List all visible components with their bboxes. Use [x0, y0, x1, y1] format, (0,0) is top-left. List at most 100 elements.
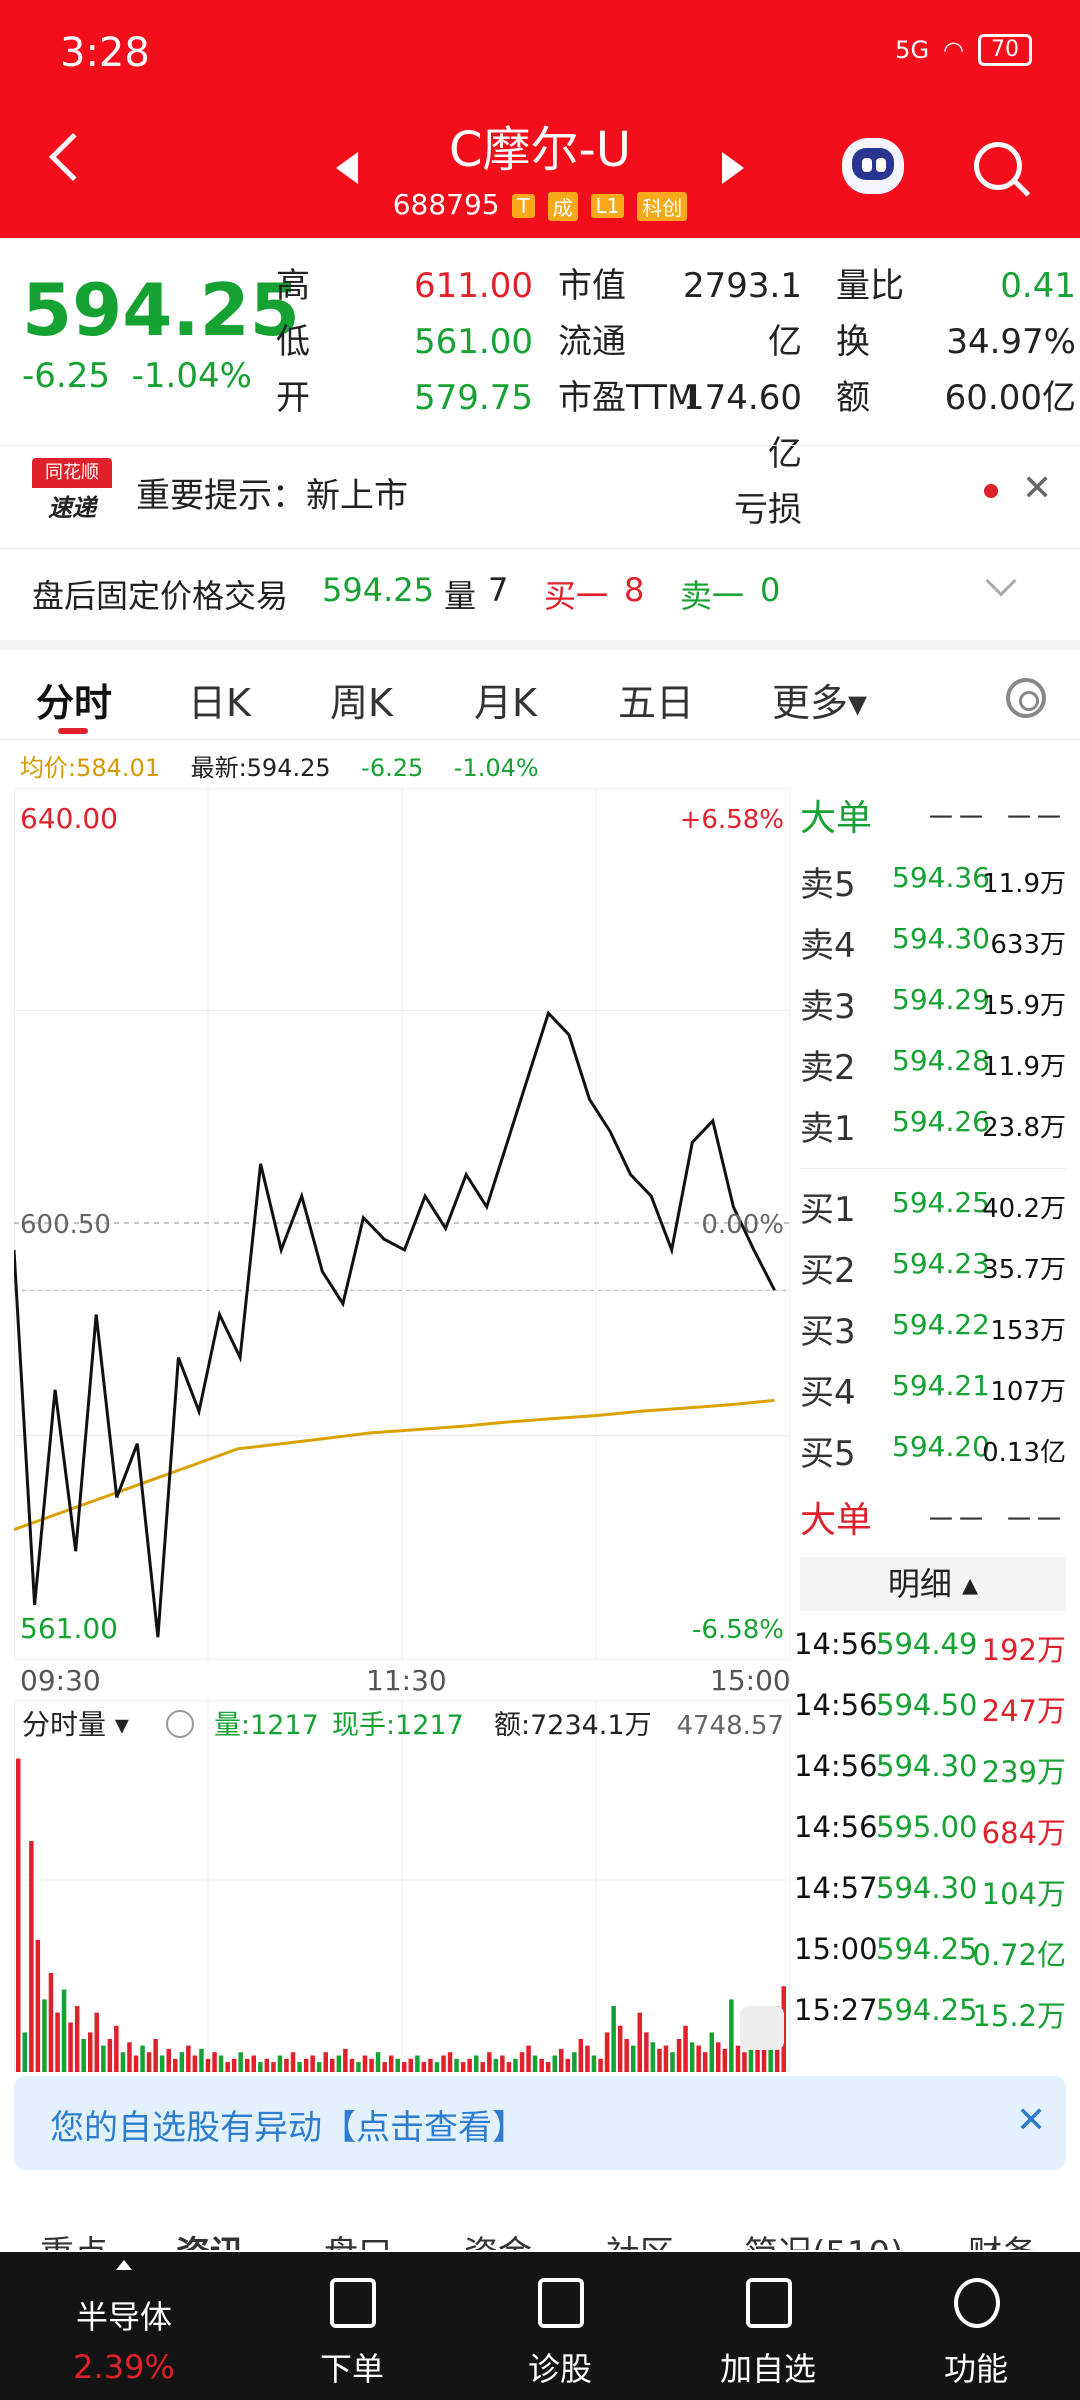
ask-volume: 11.9万 — [982, 1052, 1066, 1082]
volume-bar — [114, 2025, 119, 2072]
volume-bar — [140, 2045, 145, 2072]
volume-bar — [474, 2055, 479, 2072]
bid-row[interactable]: 买4 594.21 107万 — [800, 1365, 1066, 1425]
chart-settings-icon[interactable] — [1006, 678, 1046, 718]
latest-price: 最新:594.25 — [190, 754, 331, 782]
bottom-navigation: 半导体 2.39% 下单 诊股 加自选 功能 — [0, 2252, 1080, 2400]
volume-bar — [415, 2055, 420, 2072]
ask-row[interactable]: 卖4 594.30 633万 — [800, 918, 1066, 978]
bid-price: 594.20 — [892, 1430, 990, 1463]
volume-bar — [238, 2052, 243, 2072]
tab-daily-k[interactable]: 日K — [188, 681, 251, 725]
tab-intraday[interactable]: 分时 — [36, 681, 113, 725]
trade-tick-row: 15:00 594.25 0.72亿 — [794, 1932, 1066, 1992]
prev-stock-icon[interactable] — [336, 152, 358, 184]
label-volratio: 量比 — [836, 266, 904, 306]
volume-bar — [231, 2058, 237, 2072]
volume-bar — [16, 1758, 21, 2072]
bid-row[interactable]: 买3 594.22 153万 — [800, 1304, 1066, 1364]
volume-bar — [493, 2058, 499, 2072]
tab-weekly-k[interactable]: 周K — [330, 681, 393, 725]
tab2-shequ[interactable]: 社区 — [606, 2226, 674, 2250]
nav-add-watch[interactable]: 加自选 — [688, 2252, 848, 2400]
watchlist-alert-banner[interactable]: 您的自选股有异动【点击查看】 ✕ — [14, 2076, 1066, 2170]
ask-row[interactable]: 卖5 594.36 11.9万 — [800, 857, 1066, 917]
next-stock-icon[interactable] — [722, 152, 744, 184]
volume-bar — [310, 2055, 315, 2072]
latest-pct: -1.04% — [453, 754, 539, 782]
search-icon[interactable] — [974, 142, 1022, 190]
trade-tick-row: 15:27 594.25 15.2万 — [794, 1993, 1066, 2053]
nav-diagnose[interactable]: 诊股 — [480, 2252, 640, 2400]
ask-price: 594.26 — [892, 1105, 990, 1138]
bid-row[interactable]: 买2 594.23 35.7万 — [800, 1243, 1066, 1303]
volume-chart-svg: 分时量 ▾ 量:1217 现手:1217 额:7234.1万 4748.57 — [13, 1699, 791, 2073]
volume-bar — [454, 2058, 459, 2072]
label-float: 流通 — [558, 322, 626, 362]
ask-row[interactable]: 卖2 594.28 11.9万 — [800, 1040, 1066, 1100]
value-volratio: 0.41 — [1000, 266, 1076, 306]
ask-label: 卖1 — [800, 1109, 856, 1149]
help-icon — [166, 1710, 194, 1738]
afterhours-vol-label: 量 — [444, 577, 477, 615]
afterhours-row[interactable]: 盘后固定价格交易 594.25 量 7 买一 8 卖一 0 — [0, 548, 1080, 638]
trade-tick-row: 14:57 594.30 104万 — [794, 1871, 1066, 1931]
last-price: 594.25 — [22, 268, 300, 352]
notice-close-icon[interactable]: ✕ — [1022, 468, 1053, 509]
volume-chart[interactable]: 分时量 ▾ 量:1217 现手:1217 额:7234.1万 4748.57 — [13, 1699, 791, 2073]
volume-bar — [68, 2022, 73, 2072]
dadan-sell-header-dash2: －－ — [1004, 801, 1064, 836]
volume-bar — [356, 2062, 361, 2072]
intraday-chart[interactable]: 640.00 +6.58% 600.50 0.00% 561.00 -6.58% — [12, 787, 791, 1661]
price-chart-svg: 640.00 +6.58% 600.50 0.00% 561.00 -6.58% — [12, 787, 791, 1661]
dadan-buy-header-dash2: －－ — [1004, 1503, 1064, 1538]
volume-bar — [323, 2052, 328, 2072]
detail-toggle[interactable]: 明细 ▴ — [800, 1557, 1066, 1611]
ask-price: 594.30 — [892, 922, 990, 955]
volume-bar — [421, 2062, 427, 2072]
tick-time: 14:56 — [794, 1810, 878, 1844]
tab-monthly-k[interactable]: 月K — [474, 681, 537, 725]
book-divider — [800, 1168, 1066, 1169]
tab-more[interactable]: 更多▾ — [772, 681, 868, 725]
volume-bar — [702, 2052, 708, 2072]
notice-text: 重要提示：新上市 — [136, 476, 408, 516]
sector-indicator[interactable]: 半导体 2.39% — [44, 2252, 204, 2400]
nav-diagnose-label: 诊股 — [527, 2350, 592, 2388]
volume-bar — [166, 2048, 171, 2072]
volume-bar — [604, 2032, 610, 2072]
volume-bar — [35, 1940, 41, 2072]
volume-bar — [611, 2006, 616, 2072]
y-top-price: 640.00 — [20, 802, 118, 835]
tick-price: 594.25 — [876, 1993, 978, 2027]
tab2-jiankuang[interactable]: 简况(510) — [744, 2226, 903, 2250]
volume-bar — [264, 2058, 270, 2072]
ask-row[interactable]: 卖1 594.26 23.8万 — [800, 1101, 1066, 1161]
bid-row[interactable]: 买1 594.25 40.2万 — [800, 1182, 1066, 1242]
nav-order[interactable]: 下单 — [272, 2252, 432, 2400]
tab2-zhongdian[interactable]: 重点 — [40, 2226, 108, 2250]
tab2-caiwu[interactable]: 财务 — [968, 2226, 1036, 2250]
alert-close-icon[interactable]: ✕ — [1016, 2100, 1047, 2141]
tag-l1: L1 — [590, 194, 625, 218]
latest-change: -6.25 — [361, 754, 424, 782]
volume-bar — [186, 2045, 191, 2072]
robot-assistant-icon[interactable] — [842, 138, 904, 194]
volume-bar — [631, 2045, 636, 2072]
tab2-zijin[interactable]: 资金 — [464, 2226, 532, 2250]
ask-row[interactable]: 卖3 594.29 15.9万 — [800, 979, 1066, 1039]
tab2-zixun[interactable]: 资讯 — [176, 2226, 244, 2250]
tab-five-day[interactable]: 五日 — [618, 681, 695, 725]
volume-bar — [290, 2052, 296, 2072]
bid-label: 买5 — [800, 1434, 856, 1474]
dadan-sell-header: 大单 — [800, 798, 873, 839]
volume-bar — [375, 2052, 381, 2072]
bid-row[interactable]: 买5 594.20 0.13亿 — [800, 1426, 1066, 1486]
tab2-pankou[interactable]: 盘口 — [324, 2226, 392, 2250]
volume-bar — [362, 2055, 368, 2072]
volume-bar — [617, 2025, 623, 2072]
nav-functions[interactable]: 功能 — [896, 2252, 1056, 2400]
bid-volume: 107万 — [990, 1377, 1066, 1407]
volume-bar — [670, 2052, 675, 2072]
notice-bar[interactable]: 同花顺 速递 重要提示：新上市 — [0, 445, 1080, 545]
